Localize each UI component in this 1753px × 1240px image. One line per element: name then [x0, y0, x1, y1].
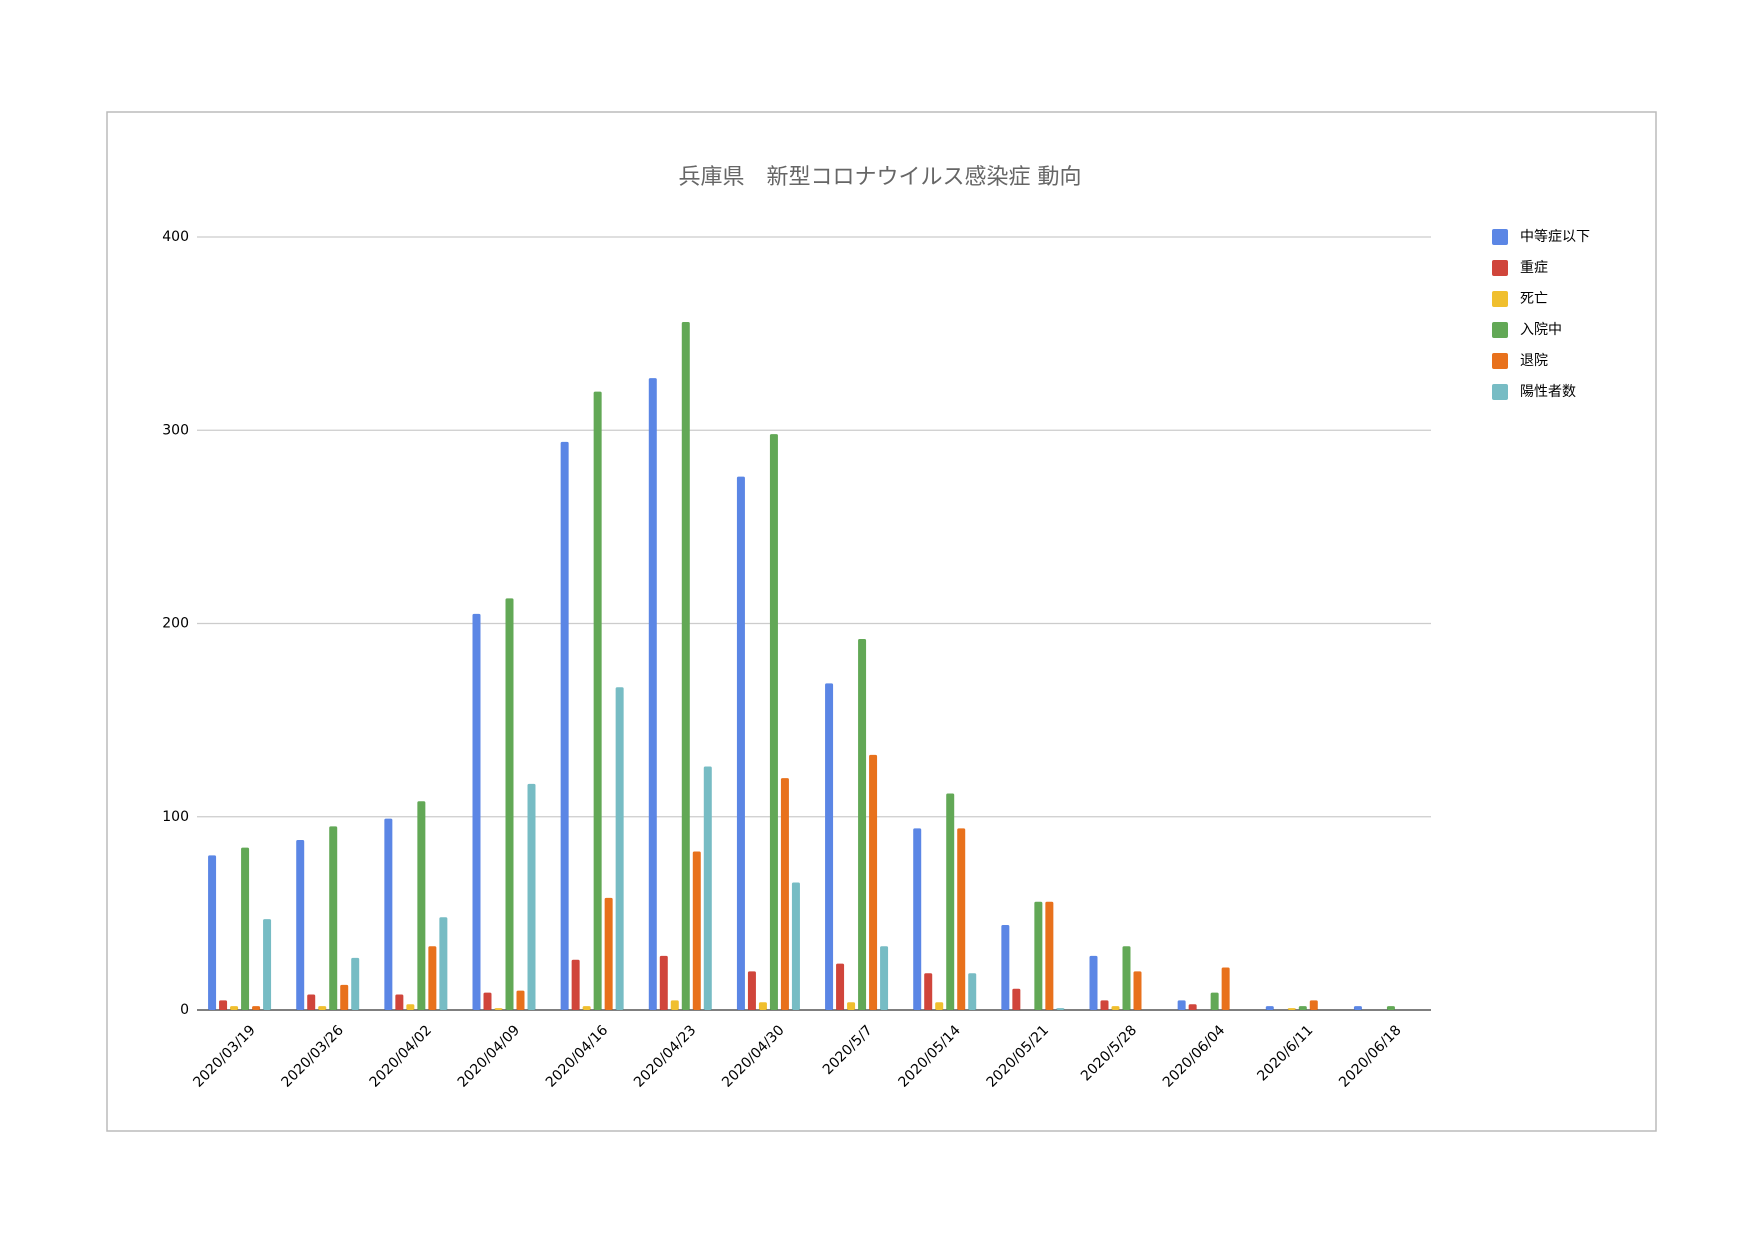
bar	[1122, 946, 1131, 1010]
bar	[560, 441, 569, 1011]
bar	[384, 818, 393, 1010]
bar	[1265, 1006, 1274, 1010]
bar	[1210, 992, 1219, 1010]
bar	[1188, 1004, 1197, 1010]
bar	[417, 801, 426, 1010]
bar	[241, 847, 250, 1010]
bar	[858, 638, 867, 1010]
bar	[593, 391, 602, 1011]
bar	[516, 990, 525, 1010]
bar	[263, 919, 272, 1010]
bar	[615, 687, 624, 1010]
bar	[1287, 1008, 1296, 1010]
bar	[847, 1002, 856, 1010]
bar	[208, 855, 217, 1010]
y-tick-label: 0	[180, 1002, 189, 1018]
bar	[880, 946, 889, 1010]
bar	[836, 963, 845, 1010]
bar	[1221, 967, 1230, 1010]
bar	[957, 828, 966, 1010]
bar	[395, 994, 404, 1010]
bar	[527, 783, 536, 1010]
legend-swatch	[1492, 322, 1508, 338]
bar	[968, 973, 977, 1010]
bar	[1045, 901, 1054, 1010]
bar	[758, 1002, 767, 1010]
bar	[1089, 955, 1098, 1010]
bar	[428, 946, 437, 1010]
bar	[780, 778, 789, 1010]
y-tick-label: 400	[162, 229, 189, 245]
bar	[571, 959, 580, 1010]
bar	[472, 613, 481, 1010]
bar	[913, 828, 922, 1010]
bar	[318, 1006, 327, 1010]
legend-label: 中等症以下	[1520, 228, 1590, 245]
bar	[1353, 1006, 1362, 1010]
bar	[670, 1000, 679, 1010]
bar	[648, 378, 657, 1010]
bar	[825, 683, 834, 1010]
bar	[769, 434, 778, 1010]
legend-label: 陽性者数	[1520, 384, 1576, 400]
bar	[1111, 1006, 1120, 1010]
bar	[946, 793, 955, 1010]
bar	[1001, 924, 1010, 1010]
bar	[692, 851, 701, 1010]
legend-swatch	[1492, 229, 1508, 245]
y-tick-label: 100	[162, 809, 189, 825]
bar	[340, 984, 349, 1010]
legend-swatch	[1492, 353, 1508, 369]
bar	[791, 882, 800, 1010]
bar	[869, 754, 878, 1010]
bar	[1386, 1006, 1395, 1010]
bar	[439, 917, 448, 1010]
bar	[736, 476, 745, 1010]
bar	[747, 971, 756, 1010]
bar	[582, 1006, 591, 1010]
y-tick-label: 200	[162, 616, 189, 632]
legend-swatch	[1492, 260, 1508, 276]
bar	[329, 826, 338, 1010]
bar	[219, 1000, 228, 1010]
bar	[494, 1008, 503, 1010]
bar	[406, 1004, 415, 1010]
bar	[1012, 988, 1021, 1010]
chart-title: 兵庫県 新型コロナウイルス感染症 動向	[679, 165, 1082, 190]
y-tick-label: 300	[162, 422, 189, 438]
bar	[1034, 901, 1043, 1010]
legend-swatch	[1492, 291, 1508, 307]
bar	[1298, 1006, 1307, 1010]
bar	[230, 1006, 239, 1010]
legend-label: 入院中	[1520, 322, 1562, 338]
bar	[1309, 1000, 1318, 1010]
bar	[604, 897, 613, 1010]
bar	[1100, 1000, 1109, 1010]
legend-label: 重症	[1520, 260, 1548, 276]
bar	[703, 766, 712, 1010]
bar	[505, 598, 514, 1010]
bar	[1133, 971, 1142, 1010]
bar	[1056, 1008, 1065, 1010]
bar	[659, 955, 668, 1010]
bar	[935, 1002, 944, 1010]
bar	[296, 839, 305, 1010]
bar	[1177, 1000, 1186, 1010]
legend-label: 死亡	[1520, 291, 1548, 307]
bar	[252, 1006, 261, 1010]
bar	[681, 322, 690, 1010]
bar	[351, 957, 360, 1010]
bar	[307, 994, 316, 1010]
legend-label: 退院	[1520, 353, 1548, 369]
bar	[483, 992, 492, 1010]
bar	[924, 973, 933, 1010]
legend-swatch	[1492, 384, 1508, 400]
